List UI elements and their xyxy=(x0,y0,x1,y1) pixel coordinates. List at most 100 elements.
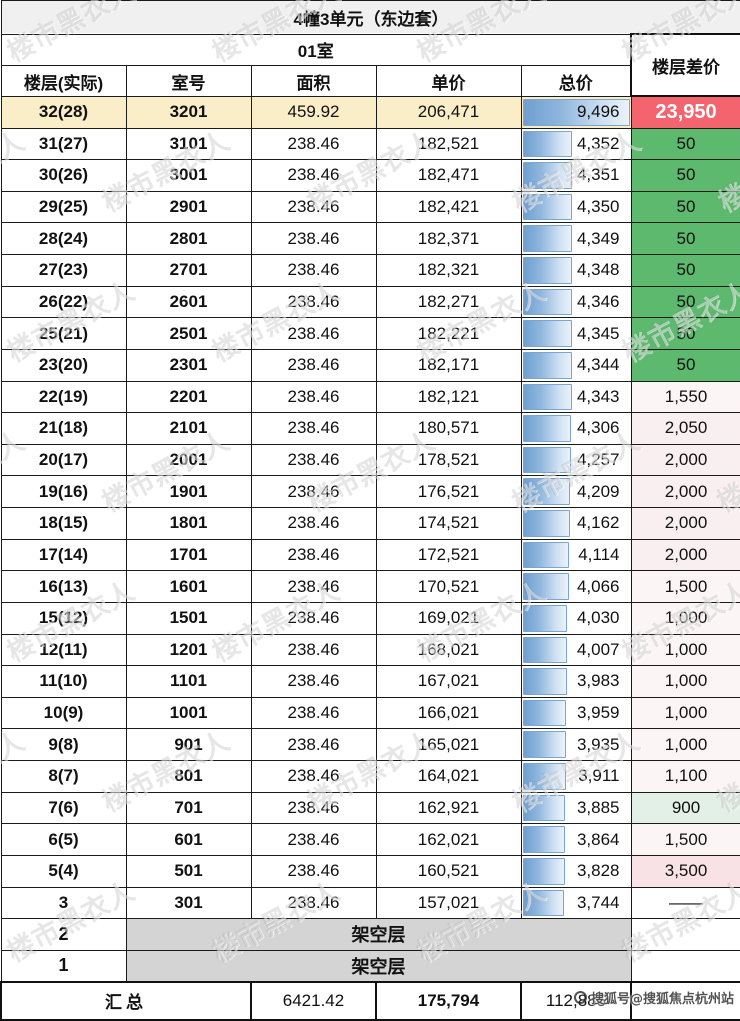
cell-floor-diff xyxy=(630,918,740,951)
cell-room-number: 3001 xyxy=(125,159,252,192)
cell-total-price: 4,066 xyxy=(520,570,632,603)
data-bar xyxy=(522,699,567,727)
table-row: 8(7) 801 238.46 164,021 3,911 1,100 xyxy=(0,760,740,793)
cell-unit-price: 160,521 xyxy=(375,854,522,888)
cell-total-price-value: 4,350 xyxy=(576,197,620,217)
cell-floor-diff: 1,000 xyxy=(630,633,740,667)
data-bar xyxy=(522,415,571,442)
cell-area: 238.46 xyxy=(250,412,377,445)
cell-void-label: 架空层 xyxy=(125,949,632,983)
cell-total-price: 3,911 xyxy=(520,760,632,793)
table-row: 27(23) 2701 238.46 182,321 4,348 50 xyxy=(0,254,740,287)
source-watermark: 搜狐号@搜狐焦点杭州站 xyxy=(573,988,734,1007)
data-bar xyxy=(522,225,572,253)
data-bar-container: 4,349 xyxy=(522,225,630,253)
unit-label: 01室 xyxy=(0,33,632,67)
data-bar-container: 4,257 xyxy=(522,446,630,474)
cell-area: 238.46 xyxy=(250,159,377,192)
cell-area: 238.46 xyxy=(250,633,377,667)
cell-unit-price: 180,571 xyxy=(375,412,522,445)
cell-room-number: 1501 xyxy=(125,601,252,635)
cell-floor: 2 xyxy=(0,918,127,951)
cell-floor: 22(19) xyxy=(0,380,127,414)
data-bar-container: 9,496 xyxy=(522,98,630,126)
cell-area: 238.46 xyxy=(250,601,377,635)
cell-unit-price: 165,021 xyxy=(375,728,522,762)
cell-unit-price: 166,021 xyxy=(375,696,522,730)
data-bar-container: 4,348 xyxy=(522,257,630,284)
cell-area: 238.46 xyxy=(250,854,377,888)
cell-floor: 15(12) xyxy=(0,601,127,635)
cell-floor-diff: 50 xyxy=(630,348,740,382)
cell-total-price-value: 3,864 xyxy=(576,829,620,849)
summary-floor-diff xyxy=(629,980,740,1021)
summary-label: 汇总 xyxy=(0,980,252,1021)
table-row: 29(25) 2901 238.46 182,421 4,350 50 xyxy=(0,190,740,224)
cell-area: 238.46 xyxy=(250,475,377,509)
data-bar xyxy=(522,510,570,537)
cell-floor-diff: 2,000 xyxy=(630,443,740,477)
cell-total-price-value: 4,066 xyxy=(576,576,620,596)
cell-total-price-value: 3,983 xyxy=(576,671,620,691)
col-header-unit-price: 单价 xyxy=(375,65,522,97)
cell-floor-diff: 23,950 xyxy=(630,95,740,129)
data-bar xyxy=(522,636,568,664)
cell-floor: 7(6) xyxy=(0,791,127,825)
data-bar-container: 4,352 xyxy=(522,130,630,158)
cell-total-price-value: 4,344 xyxy=(576,355,620,375)
cell-floor: 20(17) xyxy=(0,443,127,477)
cell-room-number: 1901 xyxy=(125,475,252,509)
cell-unit-price: 170,521 xyxy=(375,570,522,603)
cell-unit-price: 182,321 xyxy=(375,254,522,287)
table-row: 23(20) 2301 238.46 182,171 4,344 50 xyxy=(0,348,740,382)
cell-floor: 21(18) xyxy=(0,412,127,445)
cell-unit-price: 182,221 xyxy=(375,317,522,350)
cell-area: 238.46 xyxy=(250,190,377,224)
cell-unit-price: 182,421 xyxy=(375,190,522,224)
cell-unit-price: 182,371 xyxy=(375,222,522,256)
cell-room-number: 3101 xyxy=(125,127,252,161)
data-bar xyxy=(522,826,566,853)
cell-unit-price: 167,021 xyxy=(375,665,522,698)
data-bar xyxy=(522,604,568,632)
cell-floor-diff: 2,050 xyxy=(630,412,740,445)
cell-total-price-value: 4,343 xyxy=(576,386,620,406)
cell-unit-price: 169,021 xyxy=(375,601,522,635)
data-bar xyxy=(522,320,572,347)
cell-floor-diff: 1,000 xyxy=(630,728,740,762)
cell-room-number: 2001 xyxy=(125,443,252,477)
cell-total-price-value: 9,496 xyxy=(576,102,620,122)
cell-total-price-value: 3,911 xyxy=(578,766,620,786)
data-bar xyxy=(522,446,571,474)
cell-unit-price: 172,521 xyxy=(375,538,522,572)
table-row: 5(4) 501 238.46 160,521 3,828 3,500 xyxy=(0,854,740,888)
cell-floor: 32(28) xyxy=(0,95,127,129)
summary-unit-price: 175,794 xyxy=(375,980,522,1021)
cell-total-price: 4,343 xyxy=(520,380,632,414)
cell-total-price-value: 4,030 xyxy=(576,608,620,628)
data-bar-container: 4,351 xyxy=(522,162,630,189)
cell-unit-price: 182,121 xyxy=(375,380,522,414)
cell-room-number: 1001 xyxy=(125,696,252,730)
cell-floor: 29(25) xyxy=(0,190,127,224)
cell-room-number: 3201 xyxy=(125,95,252,129)
cell-total-price: 4,007 xyxy=(520,633,632,667)
col-header-area: 面积 xyxy=(250,65,377,97)
cell-room-number: 1701 xyxy=(125,538,252,572)
cell-room-number: 2601 xyxy=(125,285,252,319)
cell-total-price: 4,346 xyxy=(520,285,632,319)
cell-floor-diff: 50 xyxy=(630,285,740,319)
cell-total-price: 3,935 xyxy=(520,728,632,762)
cell-unit-price: 176,521 xyxy=(375,475,522,509)
void-floor-row: 2 架空层 xyxy=(0,918,740,951)
cell-area: 238.46 xyxy=(250,696,377,730)
cell-floor-diff: 2,000 xyxy=(630,507,740,540)
data-bar xyxy=(522,763,567,790)
cell-unit-price: 182,521 xyxy=(375,127,522,161)
cell-area: 238.46 xyxy=(250,665,377,698)
cell-floor-diff: 1,000 xyxy=(630,665,740,698)
cell-area: 238.46 xyxy=(250,507,377,540)
data-bar-container: 3,828 xyxy=(522,857,630,885)
cell-floor: 9(8) xyxy=(0,728,127,762)
data-bar xyxy=(522,162,572,189)
